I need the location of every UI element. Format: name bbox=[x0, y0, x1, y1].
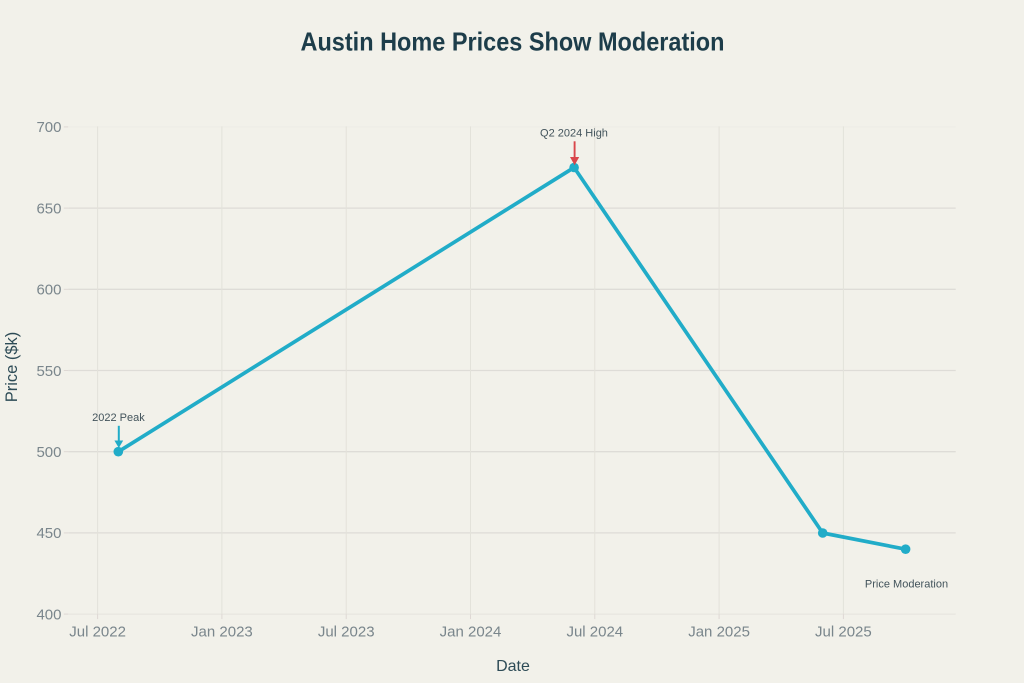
svg-text:Q2 2024 High: Q2 2024 High bbox=[540, 127, 608, 139]
svg-text:700: 700 bbox=[36, 119, 61, 136]
svg-text:Jan 2025: Jan 2025 bbox=[688, 624, 750, 641]
svg-text:Date: Date bbox=[496, 658, 530, 675]
svg-text:Jul 2024: Jul 2024 bbox=[566, 624, 623, 641]
svg-text:400: 400 bbox=[36, 606, 61, 623]
svg-text:Price ($k): Price ($k) bbox=[3, 332, 21, 403]
svg-text:Jul 2022: Jul 2022 bbox=[69, 624, 126, 641]
svg-text:Price Moderation: Price Moderation bbox=[865, 578, 948, 590]
svg-text:2022 Peak: 2022 Peak bbox=[92, 412, 145, 424]
svg-text:Jul 2023: Jul 2023 bbox=[318, 624, 375, 641]
svg-text:550: 550 bbox=[36, 363, 61, 380]
svg-text:600: 600 bbox=[36, 282, 61, 299]
svg-text:Jul 2025: Jul 2025 bbox=[815, 624, 872, 641]
svg-text:Jan 2023: Jan 2023 bbox=[191, 624, 253, 641]
svg-text:650: 650 bbox=[36, 200, 61, 217]
svg-text:Jan 2024: Jan 2024 bbox=[440, 624, 502, 641]
svg-text:500: 500 bbox=[36, 444, 61, 461]
svg-text:Austin Home Prices Show Modera: Austin Home Prices Show Moderation bbox=[301, 27, 725, 57]
svg-text:450: 450 bbox=[36, 525, 61, 542]
